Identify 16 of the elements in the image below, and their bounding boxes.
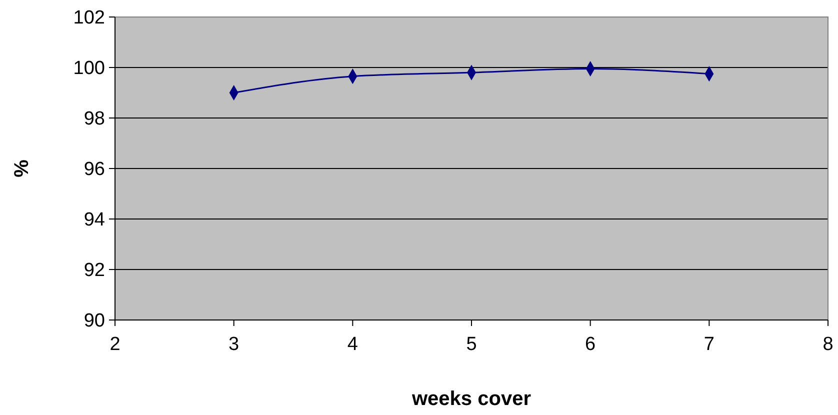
y-tick-label: 100	[73, 58, 105, 80]
x-axis-title: weeks cover	[411, 388, 532, 410]
y-tick-label: 96	[84, 159, 105, 180]
y-tick-label: 92	[84, 260, 105, 282]
x-tick-label: 7	[704, 334, 714, 355]
y-tick-label: 90	[84, 310, 105, 332]
x-tick-label: 8	[822, 334, 834, 355]
x-tick-label: 4	[347, 334, 358, 355]
x-tick-label: 2	[110, 334, 120, 355]
y-tick-label: 102	[73, 8, 105, 29]
y-tick-label: 98	[84, 108, 105, 130]
x-tick-label: 5	[466, 334, 477, 355]
x-tick-label: 3	[228, 334, 240, 355]
y-axis-title: %	[11, 159, 33, 178]
x-tick-label: 6	[585, 334, 596, 355]
y-tick-label: 94	[84, 210, 106, 231]
